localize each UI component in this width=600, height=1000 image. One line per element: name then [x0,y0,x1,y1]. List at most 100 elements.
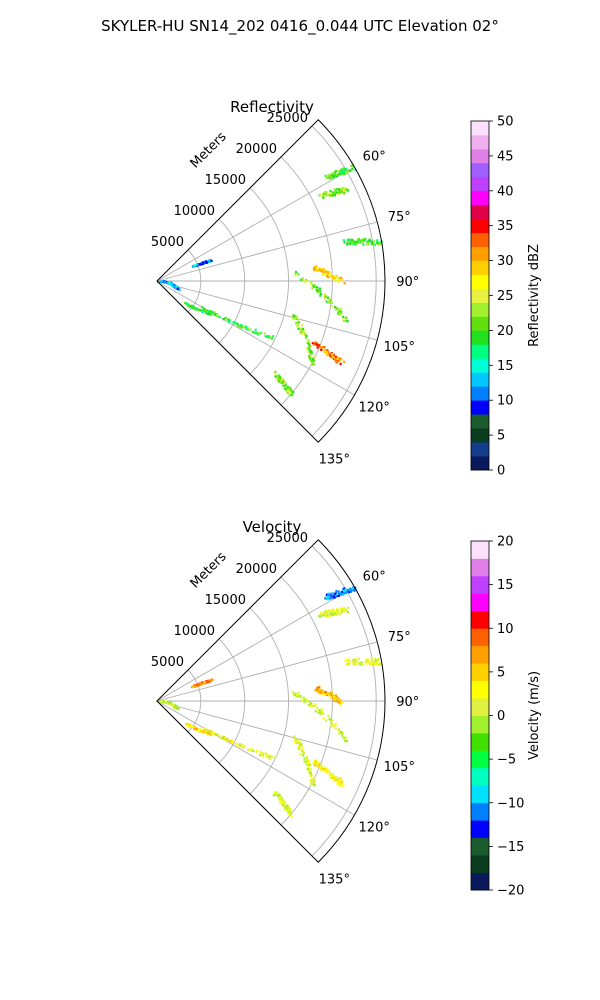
echo-cell [335,360,338,363]
echo-cell [196,683,199,686]
echo-cell [336,359,339,362]
echo-cell [297,322,300,325]
echo-cell [333,596,336,599]
echo-cell [329,597,332,600]
echo-cell [332,176,335,179]
echo-cell [340,190,343,193]
echo-cell [195,728,198,732]
echo-cell [355,241,358,244]
echo-cell [237,324,240,327]
colorbar-tick-label: 10 [497,622,514,637]
echo-cell [328,176,331,179]
echo-cell [268,757,271,760]
echo-cell [337,169,340,173]
echo-cell [315,289,319,292]
echo-cell [332,773,335,776]
echo-cell [250,749,253,752]
echo-cell [254,331,257,334]
colorbar-segment [471,872,489,891]
echo-cell [311,287,314,290]
echo-cell [307,350,310,353]
echo-cell [308,763,311,766]
echo-cell [346,320,349,323]
echo-cell [192,685,195,688]
echo-cell [336,173,339,176]
echo-cell [341,734,344,738]
echo-cell [281,803,284,806]
colorbar-segment [471,750,489,769]
echo-cell [212,311,215,314]
echo-cell [358,241,361,244]
echo-cell [374,661,377,664]
colorbar-segment [471,204,489,220]
echo-cell [314,764,317,767]
echo-cell [226,737,229,741]
echo-cell [327,174,330,177]
echo-cell [359,663,362,666]
echo-cell [348,662,351,665]
echo-cell [308,357,311,360]
echo-cell [234,322,237,325]
echo-cell [332,194,335,197]
colorbar-segment [471,628,489,647]
echo-cell [319,613,322,616]
colorbar-tick-label: 20 [497,324,514,339]
colorbar-segment [471,400,489,415]
echo-streak-3 [294,270,349,323]
echo-cell [335,173,338,176]
echo-cell [273,372,276,375]
echo-cell [303,757,306,760]
echo-streak-5 [293,735,316,787]
echo-cell [318,762,321,766]
theta-gridline-120 [156,280,355,396]
echo-cell [337,277,340,280]
echo-cell [208,680,211,683]
theta-gridline-75 [156,641,378,702]
echo-cell [322,614,325,617]
echo-cell [314,710,317,713]
echo-cell [291,391,294,394]
colorbar-segment [471,148,489,164]
echo-cell [327,276,330,279]
echo-cell [286,390,289,393]
echo-cell [328,773,331,776]
echo-cell [339,784,342,787]
echo-cell [240,745,243,748]
echo-cell [340,701,343,704]
echo-cell [358,661,361,664]
echo-cell [312,284,315,287]
echo-cell [335,776,338,779]
echo-cell [333,699,336,702]
echo-cell [333,695,336,699]
echo-cell [222,736,225,739]
echo-cell [341,779,344,782]
echo-cell [331,694,335,697]
colorbar-segment [471,610,489,629]
colorbar-segment [471,190,489,206]
echo-cell [294,692,297,695]
echo-cell [348,242,351,245]
echo-cell [290,815,293,818]
colorbar-segment [471,121,489,136]
echo-cell [317,686,320,689]
echo-cell [206,261,209,264]
echo-cell [344,188,347,191]
echo-cell [206,313,210,316]
echo-cell [319,711,323,714]
colorbar-label: Reflectivity dBZ [527,244,542,347]
echo-cell [210,313,213,316]
echo-cell [299,743,302,746]
echo-cell [327,301,330,304]
echo-cell [240,326,243,329]
echo-cell [242,326,245,329]
echo-cell [266,754,269,757]
velocity-polar-plot: 60° 75° 90° 105° 120° 135° 5000 10000 15000 20000… [151,531,419,887]
echo-cell [177,707,180,710]
echo-cell [316,691,319,694]
echo-cell [351,168,354,171]
echo-cell [292,693,295,696]
reflectivity-panel: Reflectivity 60° 75° 90° 105° 120° 135° 5000 10… [151,98,542,479]
echo-cell [324,269,327,272]
echo-cell [343,360,346,363]
echo-cell [302,751,305,754]
